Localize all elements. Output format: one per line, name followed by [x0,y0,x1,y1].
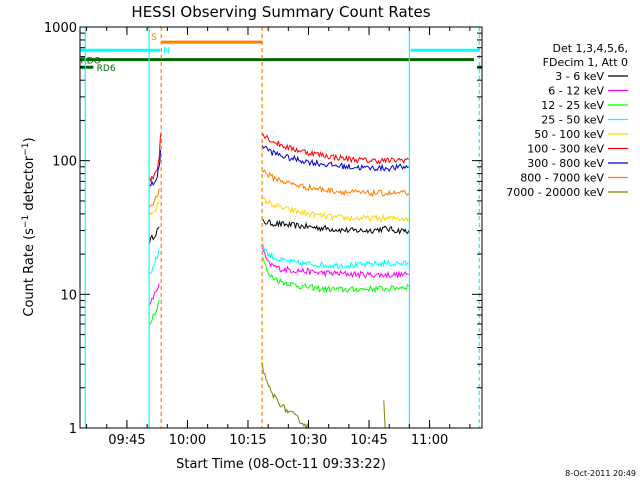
y-tick-label: 1 [69,422,77,437]
y-tick-label: 1000 [44,21,77,36]
legend-header: Det 1,3,4,5,6, [552,42,628,55]
x-tick-label: 11:00 [411,433,448,448]
flag-label-rd6: RD6 [97,64,116,74]
series-line-2-1 [261,256,410,294]
y-axis-label-main: Count Rate (s [22,228,37,317]
series-line-3-0 [149,248,160,275]
axes: 09:45 10:00 10:15 10:30 10:45 11:00 1 10 100 1000 [44,21,482,448]
x-tick-label: 09:45 [108,433,145,448]
series-line-8-1 [383,400,386,429]
series-line-4-1 [262,197,410,223]
x-tick-label: 10:00 [169,433,206,448]
legend-header: FDecim 1, Att 0 [543,56,628,69]
x-tick-label: 10:30 [290,433,327,448]
y-axis-label: Count Rate (s−1 detector−1) [21,137,37,316]
timestamp: 8-Oct-2011 20:49 [565,469,636,478]
plot-frame [79,26,483,429]
series-line-5-1 [261,133,410,165]
series-line-8-0 [261,361,309,430]
series-line-1-0 [148,283,160,306]
series-line-6-1 [261,144,409,173]
chart-title: HESSI Observing Summary Count Rates [131,3,430,21]
y-axis-label-end: ) [22,137,37,142]
series-line-7-1 [261,169,410,198]
legend-label: 7000 - 20000 keV [506,186,604,199]
legend: Det 1,3,4,5,6,FDecim 1, Att 03 - 6 keV 6 … [506,42,628,199]
series-line-5-0 [148,133,162,183]
legend-label: 6 - 12 keV [548,85,604,98]
series-line-0-0 [148,226,160,244]
legend-label: 3 - 6 keV [555,70,604,83]
legend-label: 100 - 300 keV [527,143,604,156]
flag-label-s: S [151,33,157,43]
flag-label-rdo: RDO [81,57,101,67]
legend-label: 50 - 100 keV [534,128,604,141]
series-line-1-1 [261,246,409,280]
y-tick-label: 10 [60,288,77,303]
legend-label: 800 - 7000 keV [520,172,604,185]
x-tick-label: 10:45 [350,433,387,448]
series-line-0-1 [261,218,410,235]
flag-label-n: N [163,46,170,56]
y-axis-label-mid: detector [22,155,37,215]
y-axis-label-exp2: −1 [21,142,31,155]
y-tick-label: 100 [52,155,77,170]
series-line-2-0 [148,300,160,325]
x-axis-label: Start Time (08-Oct-11 09:33:22) [176,457,386,472]
series-line-4-0 [148,200,160,216]
legend-label: 12 - 25 keV [541,99,604,112]
series-line-3-1 [261,244,409,270]
series-line-7-0 [148,188,160,208]
legend-label: 25 - 50 keV [541,114,604,127]
x-tick-label: 10:15 [229,433,266,448]
y-axis-label-exp1: −1 [21,215,31,228]
legend-label: 300 - 800 keV [527,157,604,170]
series-line-6-0 [149,150,162,187]
